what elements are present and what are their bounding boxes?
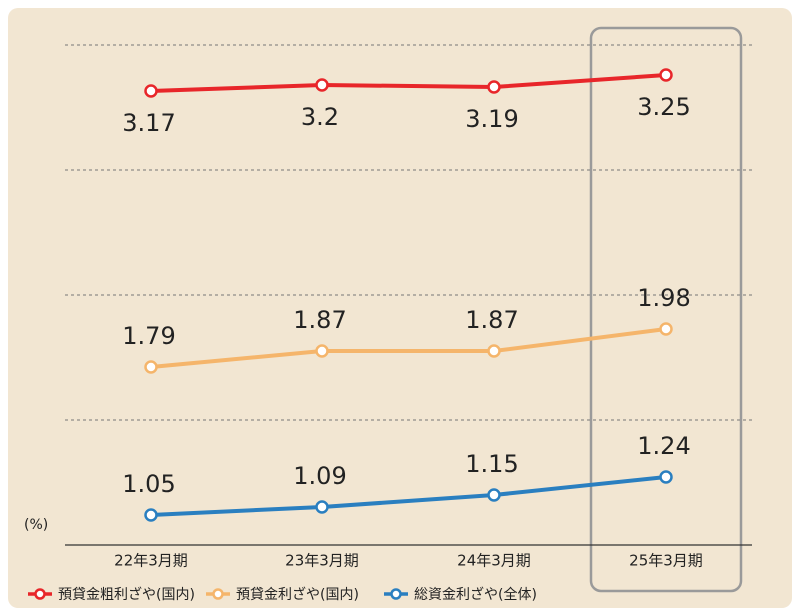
data-label: 1.79 <box>122 322 175 350</box>
x-tick-label: 25年3月期 <box>629 552 703 570</box>
point <box>659 470 673 484</box>
legend-marker <box>34 588 46 600</box>
data-label: 1.05 <box>122 470 175 498</box>
highlight-box <box>589 26 743 593</box>
data-label: 3.19 <box>465 105 518 133</box>
data-label: 1.87 <box>465 306 518 334</box>
point <box>487 488 501 502</box>
data-label: 1.15 <box>465 450 518 478</box>
x-tick-label: 22年3月期 <box>114 552 188 570</box>
point <box>659 68 673 82</box>
data-label: 3.2 <box>301 103 339 131</box>
point <box>144 84 158 98</box>
series-line <box>150 327 667 369</box>
legend-marker <box>390 588 402 600</box>
point <box>487 80 501 94</box>
point <box>487 344 501 358</box>
legend-label: 預貸金粗利ざや(国内) <box>58 586 195 603</box>
y-axis-label: (%) <box>24 517 48 533</box>
x-tick-label: 23年3月期 <box>285 552 359 570</box>
legend-marker <box>212 588 224 600</box>
series-line <box>150 73 667 93</box>
series-line <box>150 475 667 517</box>
data-label: 1.98 <box>637 284 690 312</box>
legend-label: 総資金利ざや(全体) <box>414 586 537 603</box>
point <box>144 360 158 374</box>
point <box>315 344 329 358</box>
data-label: 1.24 <box>637 432 690 460</box>
legend-label: 預貸金利ざや(国内) <box>236 586 359 603</box>
background <box>8 8 792 608</box>
data-label: 3.17 <box>122 109 175 137</box>
data-label: 1.09 <box>293 462 346 490</box>
data-label: 3.25 <box>637 93 690 121</box>
x-tick-label: 24年3月期 <box>457 552 531 570</box>
point <box>315 78 329 92</box>
data-label: 1.87 <box>293 306 346 334</box>
point <box>659 322 673 336</box>
point <box>315 500 329 514</box>
point <box>144 508 158 522</box>
